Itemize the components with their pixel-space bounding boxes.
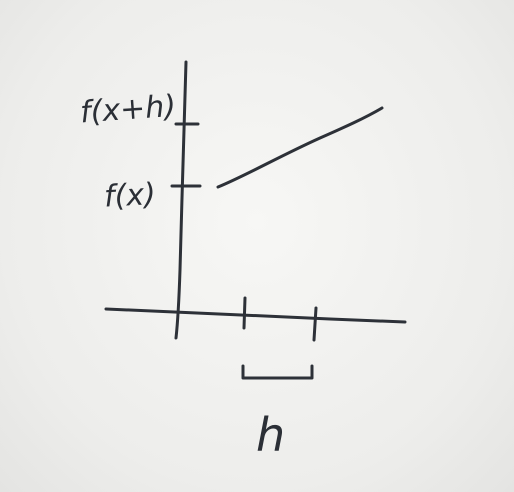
label-f-x-plus-h: f(x+h) [79,89,177,131]
x-axis [104,307,407,324]
label-h: h [256,408,285,462]
label-f-x: f(x) [103,177,156,215]
x-tick-x-plus-h [312,306,318,342]
function-curve [216,106,384,189]
h-bracket [241,364,314,380]
x-tick-x [242,296,247,330]
y-axis [174,60,188,340]
